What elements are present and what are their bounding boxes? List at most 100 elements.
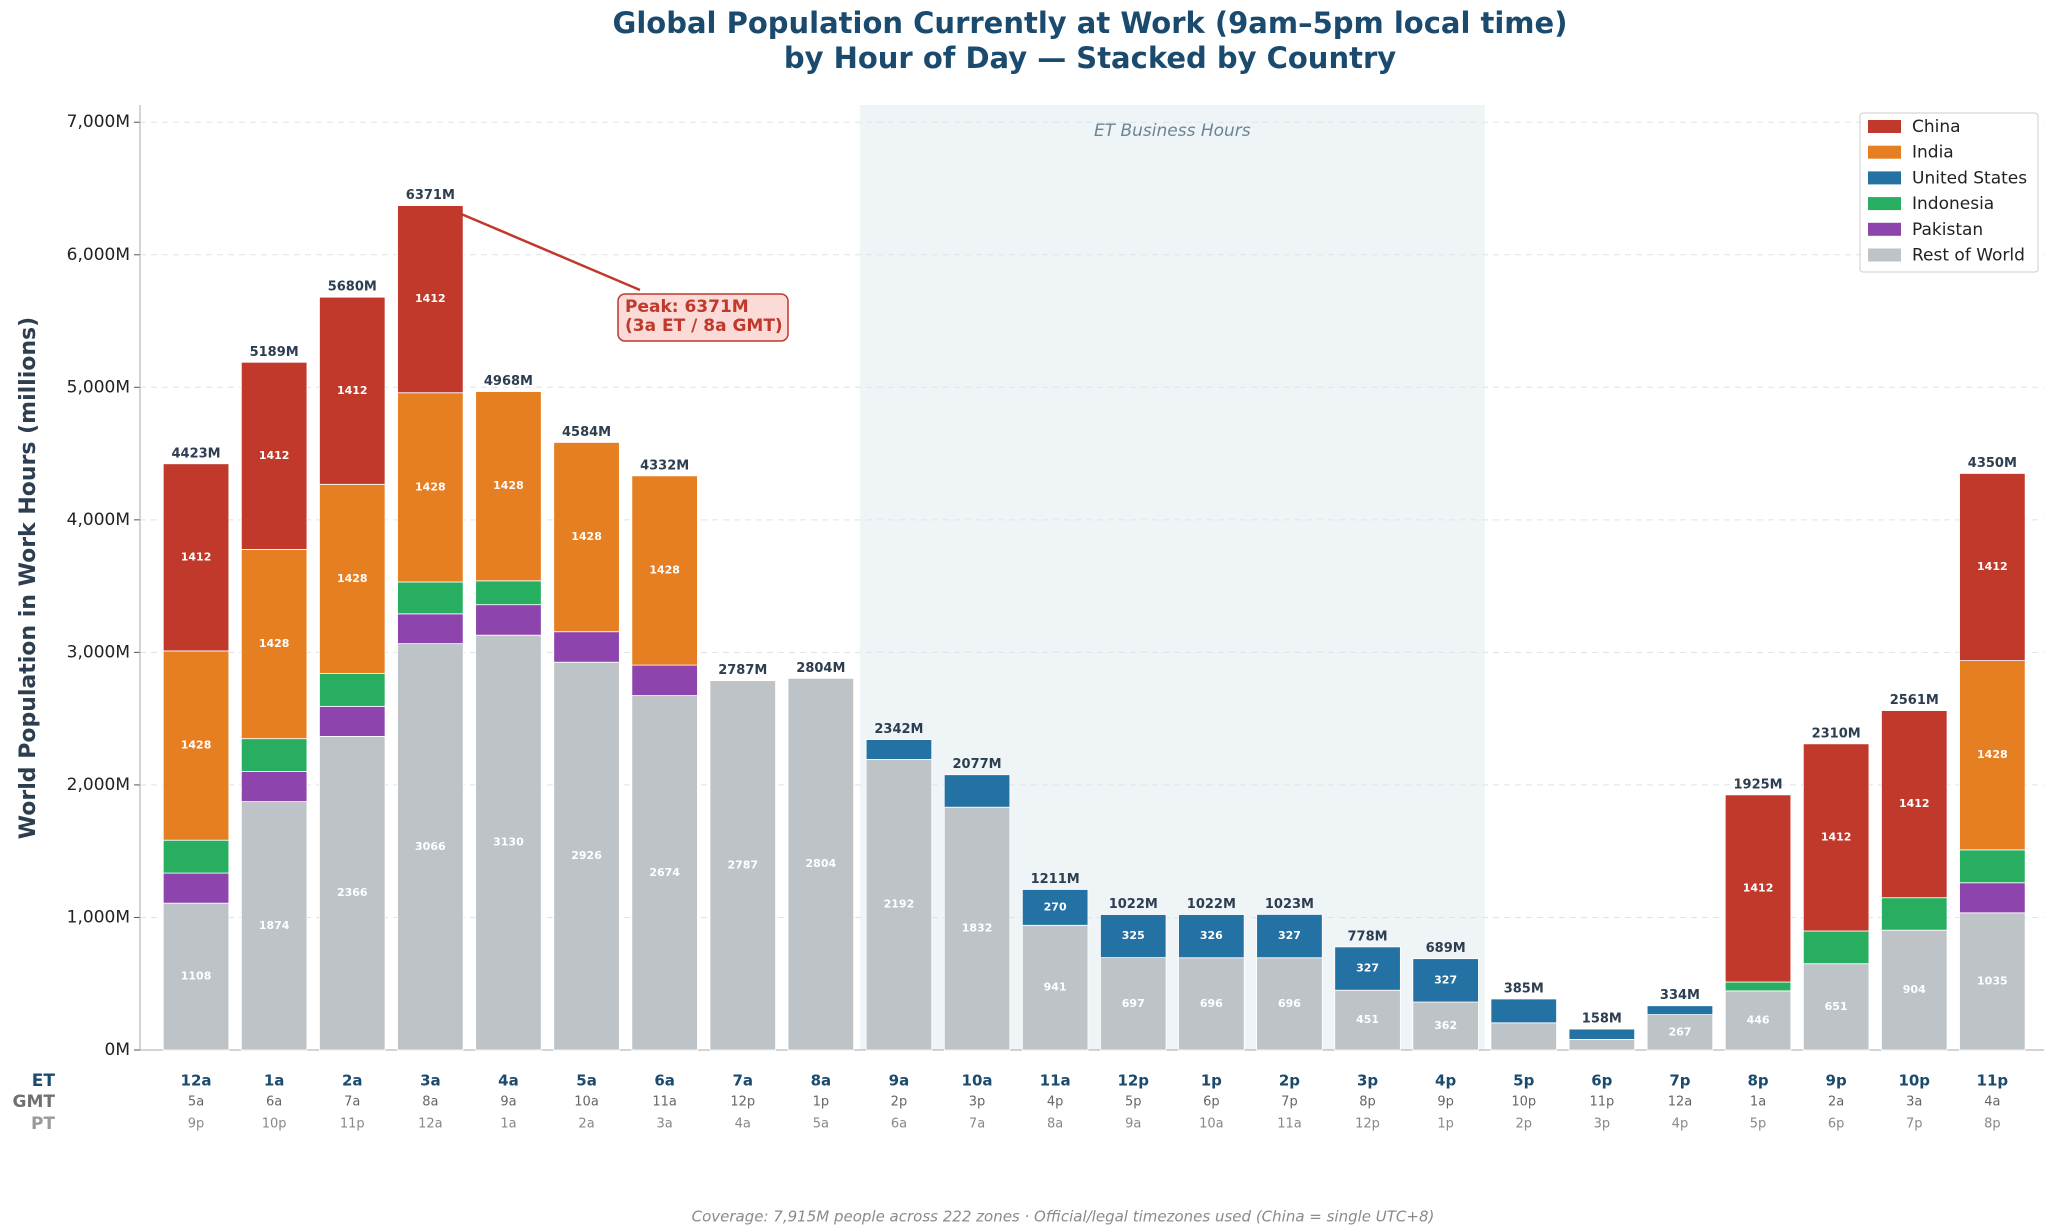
segment-label: 1035 xyxy=(1977,974,2008,987)
total-label: 385M xyxy=(1504,981,1544,996)
bar-segment xyxy=(319,705,386,737)
segment-label: 1412 xyxy=(1821,830,1852,843)
bar-segment xyxy=(1256,914,1323,959)
x-tick-label: 4p xyxy=(1435,1072,1456,1090)
total-label: 334M xyxy=(1660,988,1700,1003)
gmt-label: 7p xyxy=(1281,1095,1298,1110)
bar-segment xyxy=(1959,660,2026,851)
segment-label: 327 xyxy=(1434,973,1457,986)
pt-label: 12p xyxy=(1355,1117,1380,1132)
bar-segment xyxy=(865,739,933,760)
segment-label: 3130 xyxy=(493,836,524,849)
segment-label: 3066 xyxy=(415,840,446,853)
bar-segment xyxy=(319,296,386,485)
segment-label: 1428 xyxy=(415,480,446,493)
gmt-label: 10p xyxy=(1511,1095,1536,1110)
pt-label: 2p xyxy=(1515,1117,1532,1132)
total-label: 4968M xyxy=(484,374,533,389)
bar-segment xyxy=(1646,1005,1714,1016)
total-label: 2787M xyxy=(718,663,767,678)
legend-swatch xyxy=(1868,222,1901,236)
bar-segment xyxy=(865,759,933,1051)
legend-swatch xyxy=(1868,120,1901,133)
bar-segment xyxy=(1178,914,1245,959)
x-tick-label: 5a xyxy=(576,1072,597,1090)
gmt-label: 9p xyxy=(1437,1095,1454,1110)
bar-segment xyxy=(397,392,464,583)
x-tick-label: 12p xyxy=(1117,1072,1149,1090)
gmt-label: 8a xyxy=(422,1095,438,1110)
pt-label: 2a xyxy=(578,1117,594,1132)
bar-segment xyxy=(1490,1022,1557,1051)
bar-segment xyxy=(1802,963,1870,1051)
bar-segment xyxy=(162,463,230,652)
legend-label: Pakistan xyxy=(1912,220,1983,240)
bar-segment xyxy=(1802,930,1870,965)
y-tick-label: 6,000M xyxy=(67,245,130,265)
bar-segment xyxy=(631,664,698,696)
total-label: 4332M xyxy=(640,458,689,473)
total-label: 4350M xyxy=(1968,456,2017,471)
y-tick-label: 2,000M xyxy=(67,775,130,795)
pt-label: 4p xyxy=(1672,1117,1689,1132)
pt-label: 3p xyxy=(1594,1117,1611,1132)
bar-segment xyxy=(943,806,1011,1051)
legend-swatch xyxy=(1868,171,1901,185)
segment-label: 267 xyxy=(1668,1025,1691,1038)
segment-label: 1428 xyxy=(1977,748,2008,761)
bar-segment xyxy=(1100,914,1167,959)
bar-segment xyxy=(943,774,1011,808)
pt-label: 8p xyxy=(1984,1117,2001,1132)
pt-label: 1p xyxy=(1437,1117,1454,1132)
pt-label: 11a xyxy=(1277,1117,1302,1132)
bar-segment xyxy=(553,661,620,1051)
pt-label: 12a xyxy=(418,1117,443,1132)
bar-segment xyxy=(1881,897,1948,931)
segment-label: 1428 xyxy=(259,637,290,650)
bar-segment xyxy=(1959,849,2026,884)
bar-segment xyxy=(1334,989,1401,1051)
segment-label: 1412 xyxy=(259,449,290,462)
total-label: 5680M xyxy=(328,280,377,295)
segment-label: 2192 xyxy=(884,898,915,911)
total-label: 4423M xyxy=(171,446,220,461)
bar-segment xyxy=(1959,882,2026,914)
bar-segment xyxy=(240,771,308,803)
bar-segment xyxy=(162,902,230,1051)
legend-swatch xyxy=(1868,197,1901,211)
pt-label: 3a xyxy=(657,1117,673,1132)
gmt-label: 9a xyxy=(500,1095,516,1110)
bar-segment xyxy=(162,839,230,874)
x-tick-label: 7p xyxy=(1669,1072,1690,1090)
segment-label: 270 xyxy=(1044,900,1067,913)
footer-note: Coverage: 7,915M people across 222 zones… xyxy=(692,1208,1435,1226)
total-label: 689M xyxy=(1426,941,1466,956)
bar-segment xyxy=(553,631,620,663)
y-tick-label: 1,000M xyxy=(67,907,130,927)
segment-label: 941 xyxy=(1044,981,1067,994)
legend-swatch xyxy=(1868,248,1901,262)
bar-segment xyxy=(162,872,230,904)
segment-label: 1428 xyxy=(337,572,368,585)
segment-label: 451 xyxy=(1356,1013,1379,1026)
bar-segment xyxy=(1724,990,1792,1051)
pt-label: 9p xyxy=(188,1117,205,1132)
legend-label: Indonesia xyxy=(1912,194,1994,214)
annotation-box xyxy=(617,293,789,342)
segment-label: 326 xyxy=(1200,929,1223,942)
bar-segment xyxy=(1021,889,1089,926)
pt-label: 5a xyxy=(813,1117,829,1132)
x-tick-label: 12a xyxy=(181,1072,212,1090)
annotation-arrow xyxy=(459,212,641,292)
segment-label: 2674 xyxy=(649,866,680,879)
gmt-label: 6p xyxy=(1203,1095,1220,1110)
gmt-label: 2p xyxy=(891,1095,908,1110)
bar-segment xyxy=(240,549,308,740)
segment-label: 2366 xyxy=(337,886,368,899)
bar-segment xyxy=(397,581,464,615)
x-tick-label: 9a xyxy=(889,1072,910,1090)
total-label: 158M xyxy=(1582,1012,1622,1027)
pt-label: 9a xyxy=(1125,1117,1141,1132)
segment-label: 1428 xyxy=(181,739,212,752)
